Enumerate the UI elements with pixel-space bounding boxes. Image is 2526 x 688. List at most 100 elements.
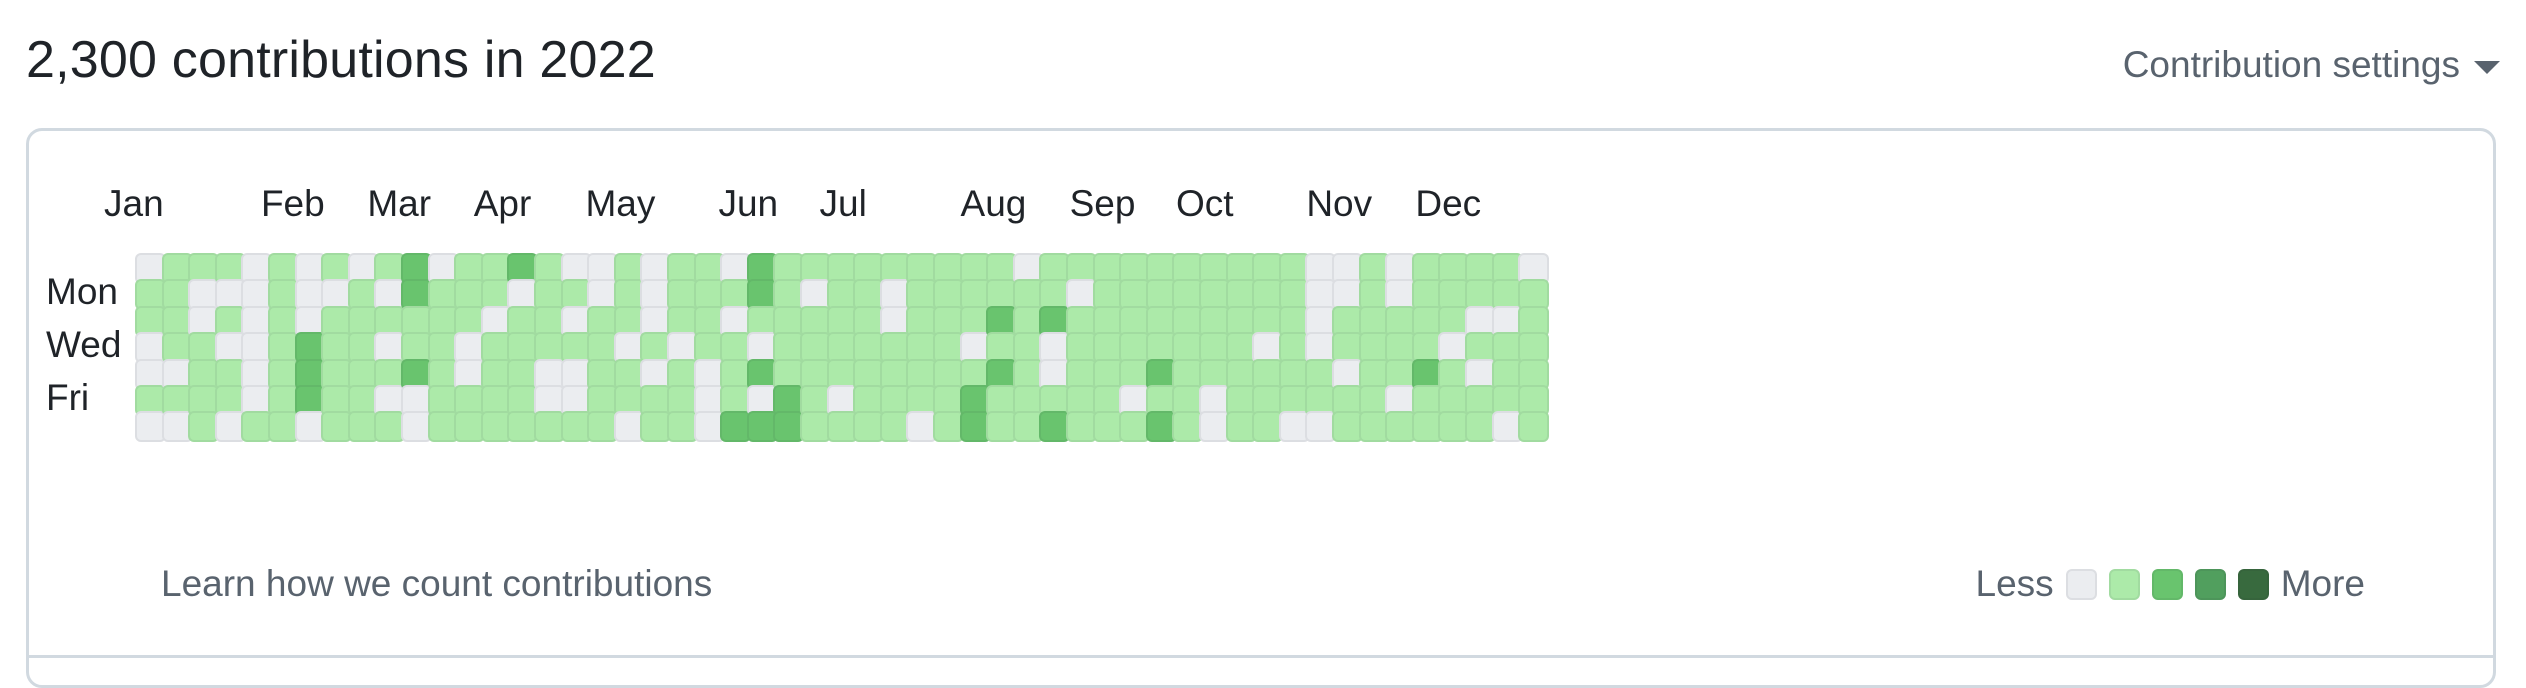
- contribution-day-cell[interactable]: [507, 332, 539, 364]
- contribution-day-cell[interactable]: [587, 358, 619, 390]
- contribution-day-cell[interactable]: [507, 253, 539, 284]
- contribution-day-cell[interactable]: [1199, 411, 1230, 443]
- month-label: Aug: [960, 183, 1027, 224]
- contribution-day-cell[interactable]: [746, 305, 778, 337]
- contribution-settings-button[interactable]: Contribution settings: [2123, 44, 2500, 86]
- contribution-day-cell[interactable]: [746, 358, 778, 390]
- contribution-day-cell[interactable]: [1225, 253, 1257, 284]
- day-label: Mon: [46, 271, 118, 313]
- contribution-day-cell[interactable]: [1385, 385, 1417, 416]
- legend-swatch-level-3: [2194, 568, 2226, 600]
- contribution-day-cell[interactable]: [1465, 385, 1496, 416]
- contribution-day-cell[interactable]: [1225, 305, 1257, 337]
- contribution-day-cell[interactable]: [1465, 332, 1496, 364]
- contribution-day-cell[interactable]: [1066, 305, 1097, 337]
- contribution-day-cell[interactable]: [268, 253, 299, 284]
- contribution-day-cell[interactable]: [1465, 253, 1496, 284]
- contribution-day-cell[interactable]: [1518, 411, 1550, 443]
- contribution-day-cell[interactable]: [613, 411, 645, 443]
- contribution-day-cell[interactable]: [1518, 358, 1550, 390]
- contribution-day-cell[interactable]: [1145, 279, 1177, 311]
- legend-less-label: Less: [1975, 563, 2054, 604]
- contribution-day-cell[interactable]: [906, 279, 938, 311]
- contribution-day-cell[interactable]: [1066, 385, 1097, 416]
- contribution-day-cell[interactable]: [480, 411, 512, 443]
- contribution-day-cell[interactable]: [933, 305, 964, 337]
- contribution-day-cell[interactable]: [667, 411, 698, 443]
- contribution-day-cell[interactable]: [667, 305, 698, 337]
- month-label: May: [585, 183, 656, 224]
- contribution-day-cell[interactable]: [188, 411, 220, 443]
- contribution-day-cell[interactable]: [1465, 279, 1496, 311]
- day-label: Fri: [46, 377, 90, 418]
- contribution-day-cell[interactable]: [135, 279, 166, 311]
- legend-swatch-level-4: [2237, 568, 2269, 600]
- contribution-day-cell[interactable]: [214, 358, 246, 390]
- chevron-down-icon: [2474, 60, 2500, 74]
- contribution-day-cell[interactable]: [853, 332, 885, 364]
- contribution-day-cell[interactable]: [321, 332, 353, 364]
- contribution-day-cell[interactable]: [1465, 411, 1496, 443]
- contribution-day-cell[interactable]: [773, 279, 805, 311]
- contribution-day-cell[interactable]: [853, 279, 885, 311]
- contribution-day-cell[interactable]: [1199, 279, 1230, 311]
- contribution-day-cell[interactable]: [1172, 279, 1204, 311]
- contribution-day-cell[interactable]: [1012, 411, 1044, 443]
- contribution-header: 2,300 contributions in 2022 Contribution…: [26, 28, 2500, 100]
- contribution-day-cell[interactable]: [1358, 411, 1390, 443]
- contribution-day-cell[interactable]: [1225, 411, 1257, 443]
- contribution-day-cell[interactable]: [986, 305, 1018, 337]
- contribution-day-cell[interactable]: [959, 253, 991, 284]
- contribution-day-cell[interactable]: [879, 305, 911, 337]
- contribution-day-cell[interactable]: [214, 253, 246, 284]
- contribution-day-cell[interactable]: [1145, 253, 1177, 284]
- contribution-day-cell[interactable]: [986, 411, 1018, 443]
- contribution-day-cell[interactable]: [401, 253, 432, 284]
- contribution-day-cell[interactable]: [1332, 385, 1363, 416]
- legend-swatch-level-1: [2108, 568, 2140, 600]
- learn-how-we-count-link[interactable]: Learn how we count contributions: [161, 563, 713, 604]
- contribution-day-cell[interactable]: [268, 305, 299, 337]
- contribution-day-cell[interactable]: [906, 253, 938, 284]
- contribution-day-cell[interactable]: [321, 411, 353, 443]
- contribution-day-cell[interactable]: [1518, 253, 1550, 284]
- contribution-day-cell[interactable]: [135, 253, 166, 284]
- contribution-day-cell[interactable]: [1518, 332, 1550, 364]
- contribution-day-cell[interactable]: [374, 332, 406, 364]
- contribution-day-cell[interactable]: [161, 411, 193, 443]
- month-label: Dec: [1415, 183, 1482, 224]
- contribution-day-cell[interactable]: [1278, 385, 1310, 416]
- contribution-day-cell[interactable]: [1305, 385, 1337, 416]
- contribution-day-cell[interactable]: [933, 411, 964, 443]
- contribution-day-cell[interactable]: [294, 411, 326, 443]
- contribution-day-cell[interactable]: [1066, 253, 1097, 284]
- contribution-day-cell[interactable]: [1385, 279, 1417, 311]
- contribution-day-cell[interactable]: [1092, 305, 1124, 337]
- contribution-day-cell[interactable]: [800, 253, 831, 284]
- contribution-day-cell[interactable]: [454, 358, 486, 390]
- month-label: Oct: [1175, 183, 1234, 224]
- contribution-day-cell[interactable]: [401, 305, 432, 337]
- contribution-day-cell[interactable]: [587, 332, 619, 364]
- contribution-day-cell[interactable]: [773, 411, 805, 443]
- contribution-day-cell[interactable]: [347, 358, 379, 390]
- contribution-day-cell[interactable]: [640, 385, 672, 416]
- contribution-day-cell[interactable]: [534, 411, 565, 443]
- contribution-day-cell[interactable]: [1411, 385, 1443, 416]
- contribution-day-cell[interactable]: [879, 411, 911, 443]
- legend-swatch-level-2: [2151, 568, 2183, 600]
- contribution-day-cell[interactable]: [1012, 279, 1044, 311]
- contribution-count-title: 2,300 contributions in 2022: [26, 31, 656, 89]
- contribution-day-cell[interactable]: [188, 305, 220, 337]
- contribution-day-cell[interactable]: [800, 385, 831, 416]
- contribution-day-cell[interactable]: [534, 332, 565, 364]
- contribution-day-cell[interactable]: [640, 358, 672, 390]
- contribution-day-cell[interactable]: [693, 279, 725, 311]
- contribution-day-cell[interactable]: [294, 253, 326, 284]
- contribution-day-cell[interactable]: [560, 279, 592, 311]
- contribution-day-cell[interactable]: [1252, 411, 1284, 443]
- contribution-day-cell[interactable]: [853, 411, 885, 443]
- contribution-day-cell[interactable]: [826, 385, 858, 416]
- contribution-day-cell[interactable]: [241, 253, 273, 284]
- contribution-day-cell[interactable]: [1039, 279, 1071, 311]
